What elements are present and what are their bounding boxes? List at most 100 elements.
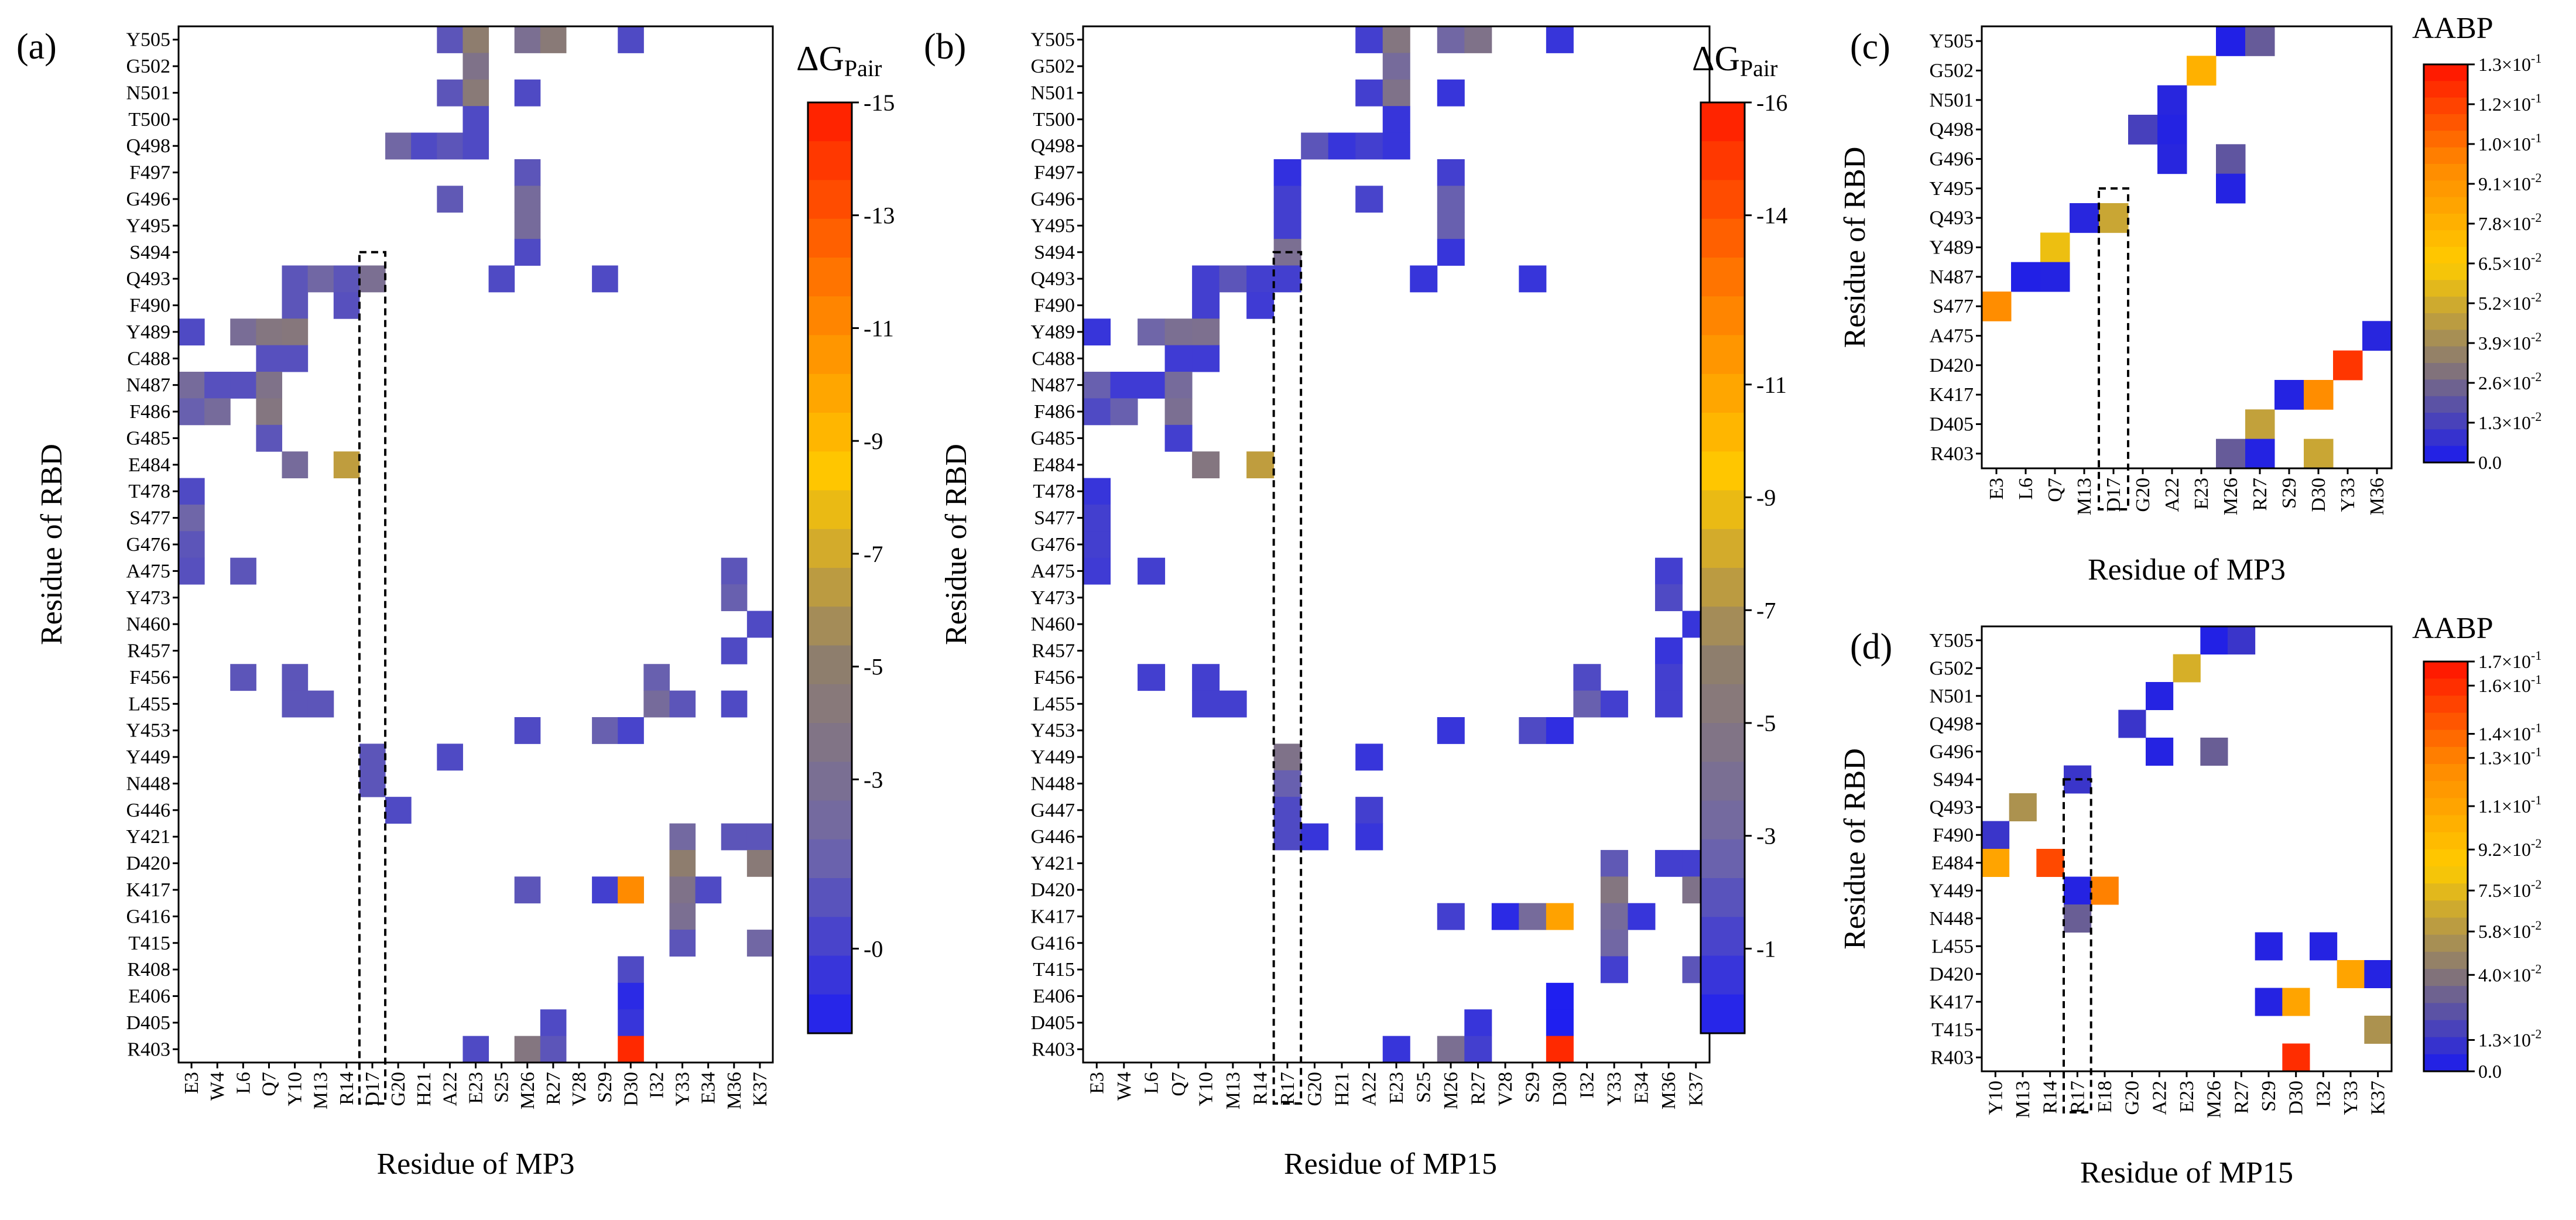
colorbar-segment: [2424, 934, 2468, 952]
y-tick-label: S494: [1034, 242, 1075, 263]
panel-label: (d): [1850, 627, 1892, 667]
heatmap-cell: [437, 743, 463, 771]
heatmap-cell: [2064, 904, 2092, 933]
colorbar-segment: [1701, 955, 1745, 995]
heatmap-cell: [1654, 690, 1683, 718]
heatmap-cell: [1164, 318, 1193, 346]
x-tick-label: Y33: [672, 1072, 694, 1106]
colorbar-segment: [2424, 729, 2468, 748]
heatmap-cell: [1628, 903, 1656, 930]
colorbar-tick-exponent: -2: [2531, 918, 2541, 933]
y-tick-label: Y495: [126, 215, 170, 237]
x-tick-label: R27: [1468, 1072, 1489, 1105]
heatmap-cell: [256, 318, 283, 346]
heatmap-cell: [2157, 144, 2187, 174]
x-tick-label: S29: [2279, 478, 2300, 509]
y-tick-label: D405: [126, 1012, 170, 1034]
colorbar-tick-label: -16: [1756, 90, 1787, 116]
heatmap-cell: [2364, 960, 2392, 988]
colorbar-segment: [1701, 917, 1745, 957]
y-tick-label: R403: [1930, 443, 1974, 465]
colorbar-tick-exponent: -2: [2531, 369, 2541, 384]
heatmap-cell: [1192, 451, 1220, 479]
y-tick-label: N501: [126, 82, 170, 104]
y-tick-label: R457: [1032, 640, 1075, 662]
y-tick-label: G485: [126, 427, 170, 449]
colorbar-segment: [808, 878, 852, 917]
heatmap-cell: [437, 186, 463, 213]
y-axis-title: Residue of RBD: [1838, 147, 1872, 348]
y-tick-label: Y421: [1030, 853, 1075, 875]
colorbar-segment: [1701, 878, 1745, 917]
heatmap-cell: [2128, 115, 2158, 145]
colorbar-segment: [1701, 568, 1745, 607]
highlight-box: [358, 251, 387, 1105]
heatmap-cell: [1138, 557, 1166, 585]
heatmap-cell: [2187, 56, 2217, 86]
heatmap-cell: [463, 53, 489, 80]
heatmap-cell: [463, 79, 489, 107]
colorbar-segment: [2424, 230, 2468, 248]
x-tick-label: Y33: [1604, 1072, 1625, 1106]
colorbar-tick-exponent: -2: [2531, 170, 2541, 185]
heatmap-cell: [2255, 932, 2283, 961]
heatmap-cell: [1654, 637, 1683, 664]
heatmap-cell: [721, 823, 748, 851]
heatmap-cell: [1437, 717, 1465, 744]
x-tick-label: D30: [620, 1072, 642, 1106]
colorbar-tick-label: -11: [1756, 372, 1787, 398]
colorbar-segment: [808, 141, 852, 181]
colorbar-tick-label: 1.6×10-1: [2478, 672, 2541, 696]
heatmap-cell: [1192, 265, 1220, 293]
colorbar-tick-label: 1.4×10-1: [2478, 721, 2541, 745]
x-tick-label: L6: [232, 1072, 254, 1094]
x-tick-label: Y33: [2337, 478, 2359, 512]
y-tick-label: N448: [1030, 773, 1075, 794]
heatmap-cell: [2036, 849, 2064, 877]
heatmap-cell: [695, 876, 722, 904]
colorbar-tick-mantissa: 6.5×10: [2478, 253, 2531, 274]
x-tick-label: L6: [1140, 1072, 1162, 1094]
colorbar-tick-exponent: -1: [2531, 648, 2541, 663]
y-tick-label: Y495: [1929, 178, 1974, 200]
colorbar-segment: [2424, 712, 2468, 731]
colorbar-segment: [2424, 164, 2468, 181]
colorbar-segment: [1701, 490, 1745, 530]
colorbar-segment: [808, 606, 852, 646]
heatmap-cell: [256, 372, 283, 399]
heatmap-cell: [437, 132, 463, 160]
heatmap-cell: [463, 26, 489, 53]
heatmap-cell: [1600, 849, 1628, 877]
colorbar-tick-mantissa: 0.0: [2478, 1061, 2502, 1082]
panel-a: (a) Y505 G502 N501 T500 Q498 F497 G496 Y495 S494 Q…: [16, 25, 895, 1181]
x-tick-label: E23: [2191, 478, 2212, 510]
y-tick-label: A475: [126, 560, 170, 582]
colorbar-segment: [2424, 81, 2468, 98]
colorbar-segment: [1701, 529, 1745, 568]
x-tick-label: R17: [1277, 1072, 1299, 1105]
colorbar-tick-mantissa: 1.6×10: [2478, 675, 2531, 696]
x-tick-label: S25: [1413, 1072, 1435, 1103]
heatmap-cell: [2364, 1016, 2392, 1044]
y-tick-label: K417: [1030, 906, 1075, 927]
heatmap-cell: [1982, 849, 2010, 877]
x-tick-label: K37: [1686, 1072, 1707, 1106]
colorbar-segment: [2424, 1054, 2468, 1072]
colorbar-tick-mantissa: 1.2×10: [2478, 94, 2531, 115]
colorbar-tick-mantissa: 1.7×10: [2478, 651, 2531, 672]
heatmap-cell: [2040, 262, 2070, 292]
x-axis-title: Residue of MP3: [377, 1147, 575, 1181]
y-tick-label: N487: [1929, 266, 1974, 288]
heatmap-cell: [2216, 173, 2246, 204]
x-tick-label: M26: [517, 1072, 539, 1109]
colorbar-tick-label: -3: [864, 766, 883, 793]
x-tick-label: S29: [1522, 1072, 1544, 1103]
colorbar-segment: [2424, 678, 2468, 696]
heatmap-cell: [1437, 212, 1465, 239]
colorbar-tick-label: -15: [864, 90, 895, 116]
heatmap-cell: [1600, 903, 1628, 930]
colorbar: AABP0.01.3×10-22.6×10-23.9×10-25.2×10-26…: [2412, 12, 2541, 473]
heatmap-cell: [1546, 1036, 1574, 1063]
heatmap-cell: [1138, 664, 1166, 691]
colorbar-tick-mantissa: 7.5×10: [2478, 880, 2531, 901]
